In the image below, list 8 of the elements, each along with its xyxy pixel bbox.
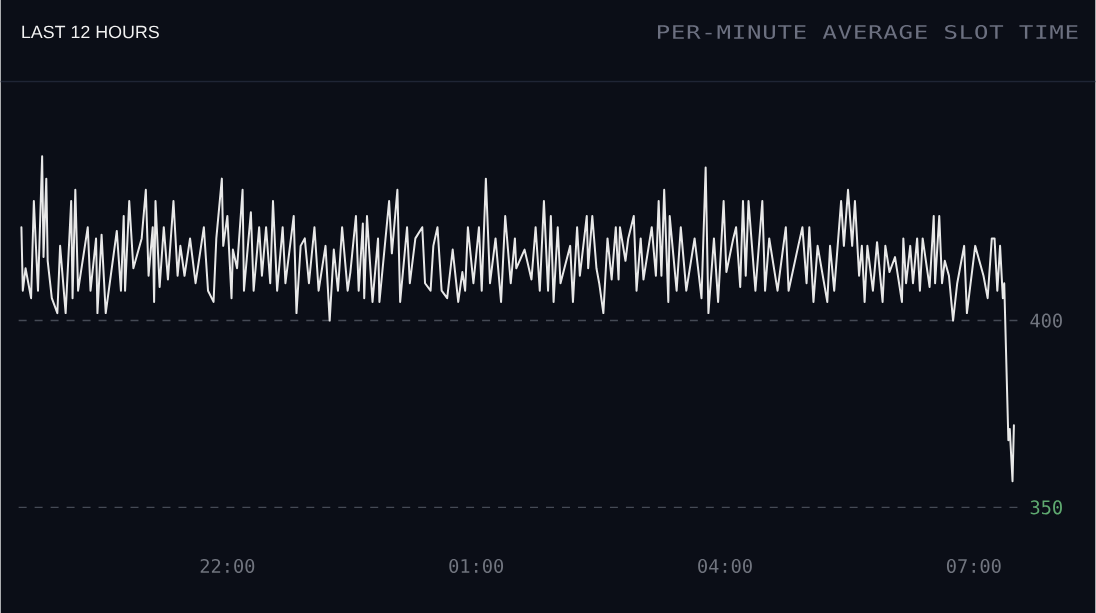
- x-tick-label: 04:00: [698, 558, 752, 573]
- chart-title: PER-MINUTE AVERAGE SLOT TIME: [657, 24, 1078, 39]
- chart-subtitle: LAST 12 HOURS: [22, 25, 159, 39]
- x-tick-label: 01:00: [449, 558, 504, 573]
- y-tick-label: 400: [1030, 313, 1062, 328]
- y-tick-label: 350: [1030, 500, 1062, 515]
- x-tick-label: 07:00: [946, 558, 1001, 573]
- x-tick-label: 22:00: [200, 558, 255, 573]
